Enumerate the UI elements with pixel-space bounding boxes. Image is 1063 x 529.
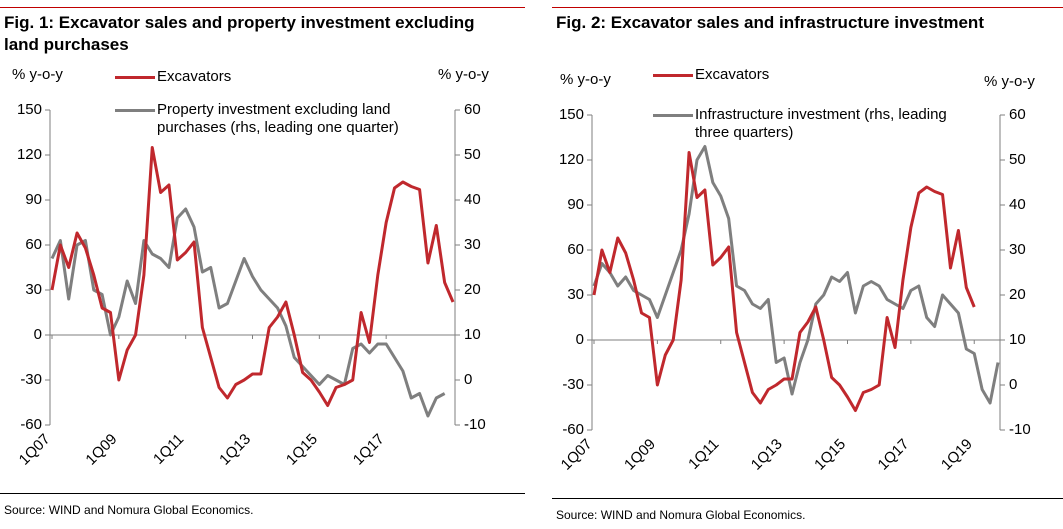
chart-panel: Fig. 1: Excavator sales and property inv… [0,0,525,529]
y-tick-label: -60 [20,416,42,433]
series-line [592,145,1000,405]
legend-item: Property investment excluding land purch… [115,101,447,137]
y2-tick-label: 30 [464,236,481,253]
y2-tick-label: 60 [1009,106,1026,123]
chart: % y-o-y % y-o-y -60 -30 0 30 60 90 120 150 -10 0 10 2… [558,71,1036,474]
y2-tick-label: 20 [464,281,481,298]
y-tick-label: 150 [559,106,584,123]
legend-swatch [115,109,155,112]
y-tick-label: 150 [17,101,42,118]
y2-tick-label: 20 [1009,286,1026,303]
y2-tick-label: -10 [464,416,486,433]
y2-tick-label: 40 [1009,196,1026,213]
legend-swatch [653,74,693,77]
y-tick-label: 90 [25,191,42,208]
chart-panel: Fig. 2: Excavator sales and infrastructu… [552,0,1063,529]
legend-label: Excavators [157,68,232,85]
y2-tick-label: 50 [1009,151,1026,168]
x-tick-label: 1Q13 [748,436,786,474]
legend-item: Infrastructure investment (rhs, leading … [653,106,985,142]
legend-swatch [115,76,155,79]
y-axis-label: % y-o-y [560,71,611,88]
x-tick-label: 1Q07 [16,431,54,469]
x-tick-label: 1Q15 [811,436,849,474]
y2-tick-label: 0 [1009,376,1017,393]
y-tick-label: 0 [34,326,42,343]
legend-item: Excavators [653,66,985,84]
y2-axis-label: % y-o-y [984,73,1035,90]
source-rule [552,498,1063,499]
y-tick-label: 120 [559,151,584,168]
y-tick-label: 60 [25,236,42,253]
x-tick-label: 1Q15 [283,431,321,469]
legend-item: Excavators [115,68,447,86]
chart: % y-o-y % y-o-y -60 -30 0 30 60 90 120 150 -10 0 10 2… [12,66,489,469]
y2-tick-label: 10 [464,326,481,343]
y2-tick-label: -10 [1009,421,1031,438]
y2-tick-label: 60 [464,101,481,118]
series-line [592,151,976,412]
y-tick-label: 30 [567,286,584,303]
source-note: Source: WIND and Nomura Global Economics… [4,503,254,517]
y2-tick-label: 0 [464,371,472,388]
x-tick-label: 1Q07 [558,436,596,474]
legend-label: Property investment excluding land purch… [157,101,399,136]
series-line [50,207,446,418]
chart-title: Fig. 1: Excavator sales and property inv… [4,13,475,54]
x-tick-label: 1Q17 [350,431,388,469]
y2-tick-label: 50 [464,146,481,163]
top-rule [552,7,1063,8]
y2-tick-label: 30 [1009,241,1026,258]
chart-title: Fig. 2: Excavator sales and infrastructu… [556,13,984,32]
x-tick-label: 1Q13 [216,431,254,469]
y-tick-label: -60 [562,421,584,438]
legend-label: Infrastructure investment (rhs, leading … [695,106,947,141]
x-tick-label: 1Q11 [150,431,187,468]
source-note: Source: WIND and Nomura Global Economics… [556,508,806,522]
y-axis-label: % y-o-y [12,66,63,83]
y2-tick-label: 40 [464,191,481,208]
x-tick-label: 1Q11 [685,436,722,473]
top-rule [0,7,525,8]
x-tick-label: 1Q17 [875,436,913,474]
y-tick-label: -30 [20,371,42,388]
y-tick-label: 0 [576,331,584,348]
y2-axis-label: % y-o-y [438,66,489,83]
x-tick-label: 1Q09 [621,436,659,474]
y-tick-label: -30 [562,376,584,393]
x-tick-label: 1Q09 [82,431,120,469]
source-rule [0,493,525,494]
y2-tick-label: 10 [1009,331,1026,348]
legend-label: Excavators [695,66,770,83]
y-tick-label: 90 [567,196,584,213]
legend-swatch [653,114,693,117]
x-tick-label: 1Q19 [938,436,976,474]
y-tick-label: 30 [25,281,42,298]
series-line [50,146,455,407]
y-tick-label: 60 [567,241,584,258]
y-tick-label: 120 [17,146,42,163]
